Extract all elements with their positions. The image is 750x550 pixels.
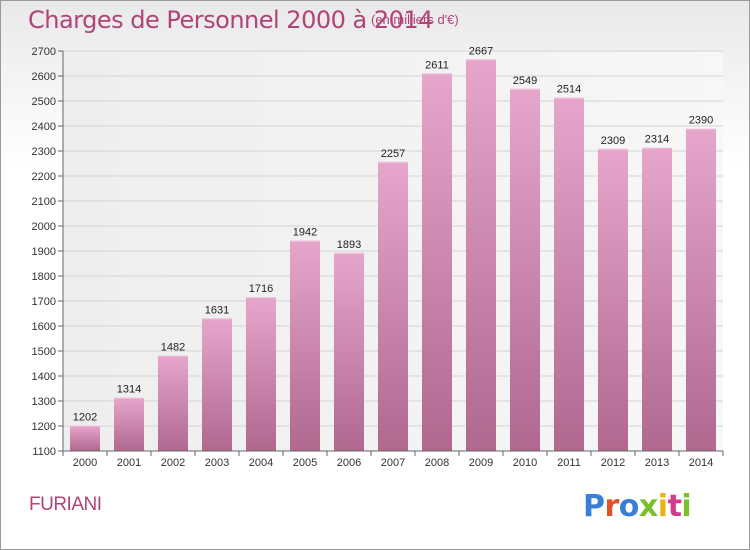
- x-tick-label: 2013: [645, 457, 669, 469]
- x-tick-label: 2002: [161, 457, 185, 469]
- y-tick-label: 2600: [32, 71, 56, 83]
- logo-letter: i: [657, 489, 668, 524]
- bar: [202, 318, 232, 451]
- data-label: 1893: [337, 239, 361, 251]
- bar: [70, 425, 100, 451]
- y-tick-label: 2400: [32, 121, 56, 133]
- bar: [114, 397, 144, 451]
- bar: [378, 161, 408, 451]
- data-label: 1314: [117, 384, 141, 396]
- data-label: 1942: [293, 227, 317, 239]
- y-tick-label: 2500: [32, 96, 56, 108]
- bar: [466, 59, 496, 451]
- x-tick-label: 2000: [73, 457, 97, 469]
- data-label: 2667: [469, 45, 493, 57]
- bars: [70, 59, 716, 451]
- x-tick-label: 2009: [469, 457, 493, 469]
- location-label: FURIANI: [29, 494, 102, 515]
- bar: [598, 148, 628, 451]
- data-label: 1716: [249, 283, 273, 295]
- bar: [686, 128, 716, 451]
- y-tick-label: 1700: [32, 296, 56, 308]
- data-label: 1631: [205, 304, 229, 316]
- y-tick-label: 1100: [32, 446, 56, 458]
- logo-letter: P: [583, 489, 605, 524]
- bar: [642, 147, 672, 451]
- chart-title: Charges de Personnel 2000 à 2014: [28, 6, 433, 34]
- data-label: 2514: [557, 84, 581, 96]
- logo-letter: i: [681, 489, 692, 524]
- data-label: 2309: [601, 135, 625, 147]
- data-label: 1482: [161, 342, 185, 354]
- y-tick-label: 2100: [32, 196, 56, 208]
- x-tick-label: 2003: [205, 457, 229, 469]
- y-tick-label: 1300: [32, 396, 56, 408]
- x-tick-label: 2014: [689, 457, 713, 469]
- y-tick-label: 1900: [32, 246, 56, 258]
- y-tick-label: 2000: [32, 221, 56, 233]
- data-label: 2314: [645, 134, 669, 146]
- y-tick-label: 1500: [32, 346, 56, 358]
- bar: [158, 355, 188, 451]
- bar: [290, 240, 320, 451]
- bar: [422, 73, 452, 451]
- x-tick-label: 2001: [117, 457, 141, 469]
- data-label: 2257: [381, 148, 405, 160]
- axes: [58, 50, 724, 456]
- proxiti-logo[interactable]: Proxiti: [583, 489, 692, 524]
- x-tick-label: 2012: [601, 457, 625, 469]
- y-tick-label: 1400: [32, 371, 56, 383]
- x-tick-label: 2004: [249, 457, 273, 469]
- data-label: 1202: [73, 412, 97, 424]
- logo-letter: t: [667, 489, 682, 524]
- data-label: 2549: [513, 75, 537, 87]
- x-tick-label: 2011: [557, 457, 581, 469]
- data-label: 2611: [425, 59, 449, 71]
- x-tick-label: 2008: [425, 457, 449, 469]
- logo-letter: r: [604, 489, 620, 524]
- y-tick-label: 2700: [32, 46, 56, 58]
- y-tick-label: 1800: [32, 271, 56, 283]
- y-tick-label: 1200: [32, 421, 56, 433]
- y-tick-label: 1600: [32, 321, 56, 333]
- y-tick-label: 2300: [32, 146, 56, 158]
- chart-subtitle: (en milliers d'€): [371, 12, 459, 27]
- x-tick-label: 2006: [337, 457, 361, 469]
- x-tick-label: 2007: [381, 457, 405, 469]
- logo-letter: o: [618, 489, 640, 524]
- labels: 1100 1200 1300 1400 1500 1600 1700 1800 1900 2000…: [32, 45, 714, 469]
- y-tick-label: 2200: [32, 171, 56, 183]
- x-tick-label: 2010: [513, 457, 537, 469]
- bar: [510, 88, 540, 451]
- bar: [246, 297, 276, 451]
- x-tick-label: 2005: [293, 457, 317, 469]
- bar: [334, 252, 364, 451]
- data-label: 2390: [689, 115, 713, 127]
- logo-letter: x: [638, 489, 658, 524]
- bar: [554, 97, 584, 451]
